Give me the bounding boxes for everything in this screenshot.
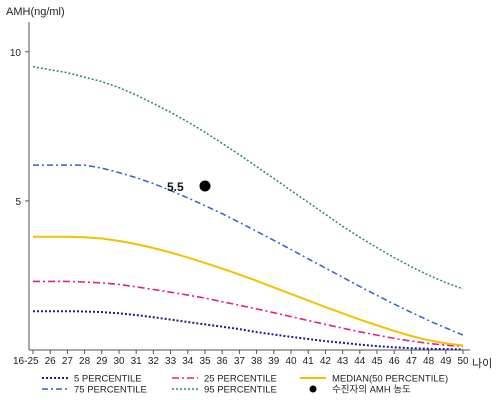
x-tick-label: 45 [371, 356, 383, 367]
x-tick-label: 48 [423, 356, 435, 367]
legend: 5 PERCENTILE 25 PERCENTILE MEDIAN(50 PERCE… [42, 374, 448, 396]
y-ticks: 5 10 [10, 48, 29, 208]
x-tick-label: 27 [62, 356, 74, 367]
patient-point-marker [199, 180, 211, 192]
x-tick-label: 43 [337, 356, 349, 367]
x-tick-label: 44 [354, 356, 366, 367]
x-tick-label: 35 [199, 356, 211, 367]
x-tick-label: 49 [440, 356, 452, 367]
series-line [32, 65, 464, 290]
legend-label: 25 PERCENTILE [204, 374, 277, 385]
legend-label: 95 PERCENTILE [204, 385, 277, 396]
x-tick-label: 40 [285, 356, 297, 367]
x-tick-label: 46 [389, 356, 401, 367]
x-ticks: 16-25 26 27 28 29 30 31 32 33 34 35 36 37 38 39 40 41 42 4… [13, 350, 469, 367]
x-tick-label: 41 [303, 356, 315, 367]
legend-label: MEDIAN(50 PERCENTILE) [332, 374, 448, 385]
x-tick-label: 29 [96, 356, 108, 367]
x-tick-label: 26 [45, 356, 57, 367]
series-line [33, 310, 464, 351]
legend-label: 5 PERCENTILE [74, 374, 142, 385]
y-axis-title: AMH(ng/ml) [6, 6, 65, 18]
legend-point-marker [309, 385, 317, 393]
x-tick-label: 47 [406, 356, 418, 367]
series-lines [32, 65, 464, 351]
legend-point-label: 수진자의 AMH 농도 [332, 385, 411, 396]
x-tick-label: 50 [457, 356, 469, 367]
y-tick-label: 10 [10, 48, 22, 59]
x-tick-label: 34 [182, 356, 194, 367]
x-tick-label: 37 [234, 356, 246, 367]
x-tick-label: 38 [251, 356, 263, 367]
series-line [33, 280, 464, 348]
x-tick-label: 16-25 [13, 356, 39, 367]
x-tick-label: 42 [320, 356, 332, 367]
x-tick-label: 36 [217, 356, 229, 367]
x-tick-label: 31 [131, 356, 143, 367]
legend-label: 75 PERCENTILE [74, 385, 147, 396]
x-tick-label: 33 [165, 356, 177, 367]
x-tick-label: 30 [113, 356, 125, 367]
x-tick-label: 32 [148, 356, 160, 367]
x-tick-label: 39 [268, 356, 280, 367]
series-line [33, 235, 464, 347]
patient-point-label: 5.5 [167, 180, 184, 194]
patient-point: 5.5 [167, 180, 211, 194]
series-line [33, 164, 464, 336]
x-axis-title: 나이 [472, 357, 492, 370]
y-tick-label: 5 [15, 197, 21, 208]
x-tick-label: 28 [79, 356, 91, 367]
